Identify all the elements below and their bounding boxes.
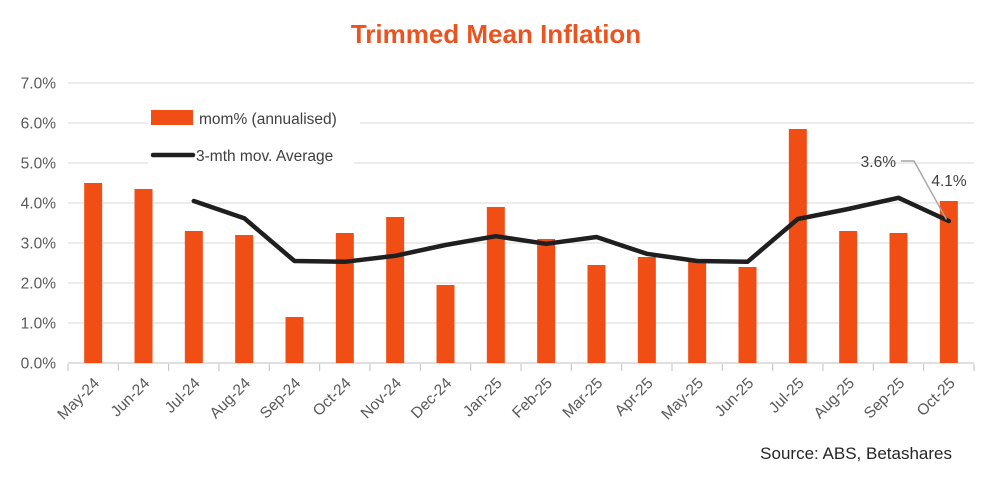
bar-Jun-25 bbox=[738, 267, 757, 363]
x-axis-label-Jul-24: Jul-24 bbox=[162, 375, 204, 417]
chart-title: Trimmed Mean Inflation bbox=[351, 19, 641, 49]
end-annotations: 3.6% 4.1% bbox=[861, 154, 967, 220]
bar-Jul-24 bbox=[184, 231, 203, 363]
legend-label-bar-series: mom% (annualised) bbox=[199, 111, 337, 128]
legend: mom% (annualised) 3-mth mov. Average bbox=[148, 105, 360, 167]
x-axis-label-Jul-25: Jul-25 bbox=[766, 375, 808, 417]
moving-average-line-layer bbox=[191, 195, 952, 265]
bar-Mar-25 bbox=[587, 265, 606, 363]
y-axis-label: 4.0% bbox=[21, 196, 57, 213]
x-axis-label-Oct-25: Oct-25 bbox=[914, 375, 959, 420]
bar-Sep-24 bbox=[285, 317, 304, 363]
bar-Oct-24 bbox=[335, 233, 354, 363]
y-axis-labels-layer: 0.0% 1.0% 2.0% 3.0% 4.0% 5.0% 6.0% 7.0% bbox=[21, 76, 57, 373]
bar-Aug-25 bbox=[839, 231, 858, 363]
x-axis-label-Jun-24: Jun-24 bbox=[108, 375, 154, 421]
moving-average-line bbox=[191, 195, 952, 265]
bar-Nov-24 bbox=[386, 217, 405, 363]
annotation-leader-line bbox=[901, 160, 948, 220]
bar-Apr-25 bbox=[637, 257, 656, 363]
y-axis-label: 6.0% bbox=[21, 116, 57, 133]
x-axis-label-Feb-25: Feb-25 bbox=[509, 375, 556, 422]
x-axis-label-Aug-25: Aug-25 bbox=[811, 375, 858, 422]
bar-series-swatch-icon bbox=[151, 110, 193, 125]
bar-Jul-25 bbox=[788, 129, 807, 363]
bar-Aug-24 bbox=[235, 235, 254, 363]
legend-label-line-series: 3-mth mov. Average bbox=[196, 148, 333, 165]
y-axis-label: 2.0% bbox=[21, 276, 57, 293]
y-axis-label: 5.0% bbox=[21, 156, 57, 173]
legend-item-line-background bbox=[148, 146, 354, 167]
x-axis-label-Aug-24: Aug-24 bbox=[207, 375, 255, 423]
annotation-ma-end-value: 3.6% bbox=[861, 154, 897, 171]
annotation-bar-end-value: 4.1% bbox=[931, 173, 967, 190]
y-axis-label: 1.0% bbox=[21, 316, 57, 333]
bar-Jan-25 bbox=[486, 207, 505, 363]
x-axis-labels-layer: May-24 Jun-24 Jul-24 Aug-24 Sep-24 Oct-24 Nov-… bbox=[54, 375, 958, 424]
bar-Dec-24 bbox=[436, 285, 455, 363]
x-axis-label-May-25: May-25 bbox=[658, 375, 707, 424]
bar-Sep-25 bbox=[889, 233, 908, 363]
x-axis-label-Oct-24: Oct-24 bbox=[310, 375, 355, 420]
x-axis-label-Jan-25: Jan-25 bbox=[460, 375, 506, 421]
bar-May-25 bbox=[688, 261, 707, 363]
bar-May-24 bbox=[84, 183, 103, 363]
x-axis-label-Sep-24: Sep-24 bbox=[257, 375, 305, 423]
bar-Jun-24 bbox=[134, 189, 153, 363]
y-axis-label: 0.0% bbox=[21, 356, 57, 373]
x-axis-label-Dec-24: Dec-24 bbox=[408, 375, 456, 423]
x-axis-label-May-24: May-24 bbox=[54, 375, 103, 424]
x-axis-label-Mar-25: Mar-25 bbox=[560, 375, 607, 422]
y-axis-label: 7.0% bbox=[21, 76, 57, 93]
x-axis-label-Apr-25: Apr-25 bbox=[612, 375, 657, 420]
bar-Oct-25 bbox=[939, 201, 958, 363]
x-axis-ticks-layer bbox=[67, 364, 975, 371]
source-note: Source: ABS, Betashares bbox=[760, 444, 952, 463]
y-axis-label: 3.0% bbox=[21, 236, 57, 253]
x-axis-label-Jun-25: Jun-25 bbox=[712, 375, 758, 421]
x-axis-label-Sep-25: Sep-25 bbox=[861, 375, 908, 422]
x-axis-label-Nov-24: Nov-24 bbox=[358, 375, 406, 423]
bar-Feb-25 bbox=[537, 239, 556, 363]
